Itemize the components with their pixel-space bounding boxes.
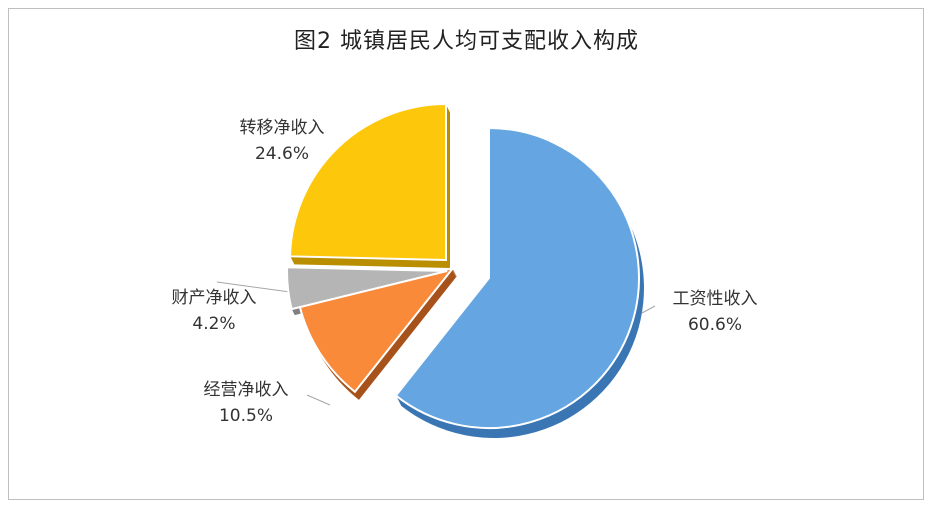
slice-transfer (289, 102, 447, 262)
chart-title: 图2 城镇居民人均可支配收入构成 (294, 29, 639, 54)
slice-value-property: 4.2% (192, 314, 236, 334)
slice-value-wages: 60.6% (687, 315, 742, 335)
leader-line-business (306, 394, 331, 406)
leader-line-wages (641, 305, 656, 314)
leader-lines (216, 281, 656, 406)
slice-label-business: 经营净收入 10.5% (186, 377, 306, 429)
slice-label-property: 财产净收入 4.2% (154, 285, 274, 337)
slice-name-transfer: 转移净收入 (239, 118, 325, 138)
slice-name-property: 财产净收入 (171, 288, 257, 308)
slice-label-transfer: 转移净收入 24.6% (222, 115, 342, 167)
slice-wages (394, 126, 640, 429)
slice-label-wages: 工资性收入 60.6% (655, 286, 775, 338)
slice-name-wages: 工资性收入 (672, 289, 758, 309)
slice-value-transfer: 24.6% (254, 144, 309, 164)
slice-value-business: 10.5% (218, 406, 273, 426)
slice-name-business: 经营净收入 (203, 380, 289, 400)
pie-slices (286, 102, 640, 429)
slice-property (286, 266, 448, 311)
leader-line-property (216, 281, 291, 293)
slice-business (298, 266, 456, 394)
